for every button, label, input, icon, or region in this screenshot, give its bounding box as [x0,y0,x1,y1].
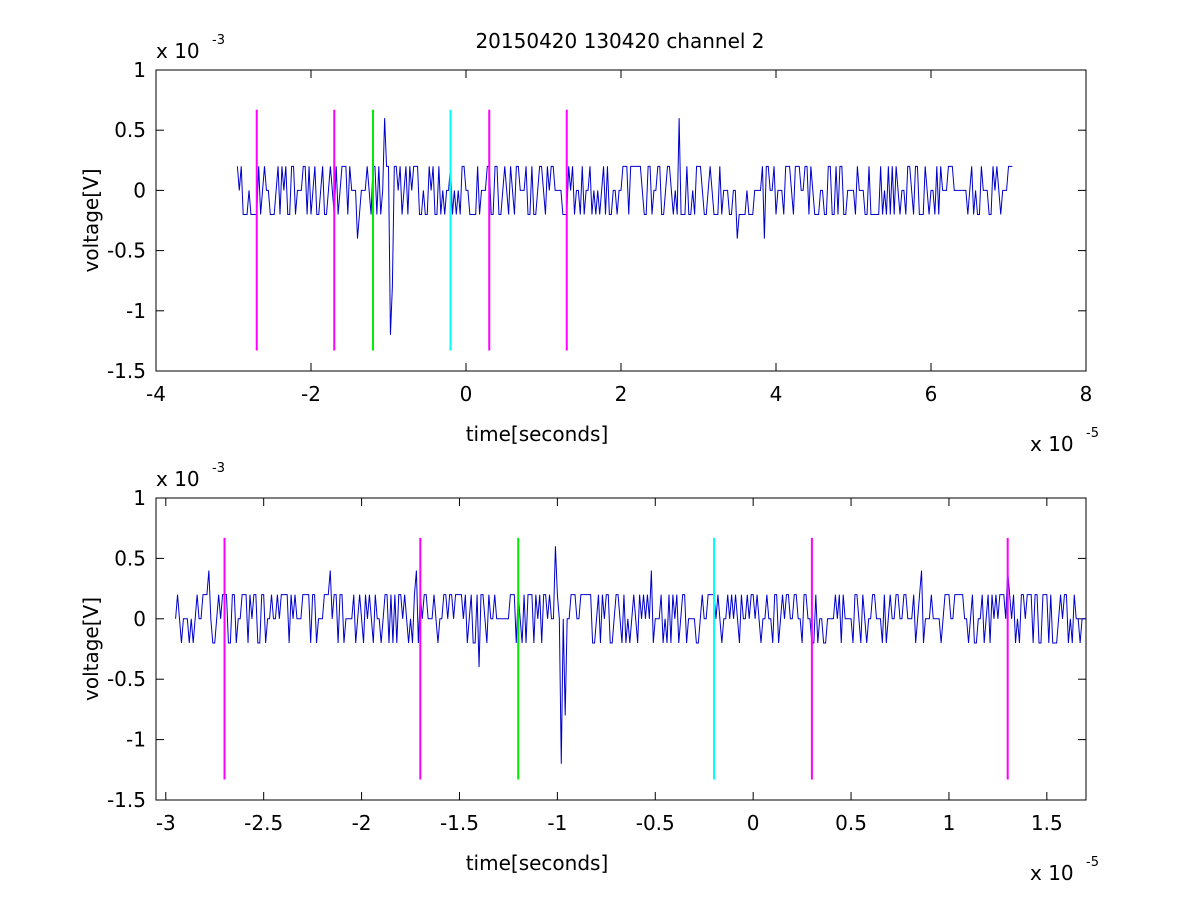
x-tick-label: -2.5 [244,811,283,835]
x-tick-label: -2 [301,382,321,406]
plot-bottom: -1.5 -1 -0.5 0 0.5 1 -3 -2.5 -2 -1.5 -1 -0.5 0 0.5 1 1.… [79,461,1099,885]
axes-box [155,69,1087,372]
x-tick-label: -1.5 [440,811,479,835]
y-tick-label: 0.5 [114,118,146,142]
x-tick-label: 8 [1080,382,1093,406]
y-scale-label: x 10 [156,39,200,63]
y-tick-label: -1.5 [107,359,146,383]
y-scale-exponent: -3 [212,33,225,48]
series-line [236,118,1013,335]
series-line [175,546,1086,764]
axes-box [155,497,1087,801]
x-tick-label: -1 [547,811,567,835]
y-tick-label: -1 [126,299,146,323]
chart-title: 20150420 130420 channel 2 [475,29,764,53]
x-tick-label: 0.5 [835,811,867,835]
y-tick-label: -0.5 [107,667,146,691]
y-axis-label: voltage[V] [79,597,103,701]
x-tick-label: 0 [747,811,760,835]
y-tick-label: -1 [126,728,146,752]
y-tick-label: 0 [133,178,146,202]
x-tick-label: -4 [146,382,166,406]
y-tick-label: 1 [133,486,146,510]
y-tick-label: 0.5 [114,546,146,570]
x-axis-label: time[seconds] [466,422,609,446]
x-tick-label: 2 [615,382,628,406]
x-tick-label: 6 [925,382,938,406]
y-axis-label: voltage[V] [79,168,103,272]
y-tick-label: 0 [133,607,146,631]
plot-top: -1.5 -1 -0.5 0 0.5 1 -4 -2 0 2 4 6 8 time[seconds] vol… [79,33,1099,456]
x-tick-label: -3 [156,811,176,835]
x-tick-label: 4 [770,382,783,406]
x-tick-label: -2 [352,811,372,835]
x-scale-label: x 10 [1030,432,1074,456]
x-scale-label: x 10 [1030,861,1074,885]
x-tick-label: -0.5 [636,811,675,835]
x-axis-label: time[seconds] [466,851,609,875]
x-tick-label: 1.5 [1031,811,1063,835]
x-tick-label: 0 [460,382,473,406]
x-scale-exponent: -5 [1086,426,1099,441]
x-scale-exponent: -5 [1086,855,1099,870]
y-tick-label: -0.5 [107,239,146,263]
x-tick-label: 1 [943,811,956,835]
y-tick-label: 1 [133,58,146,82]
y-tick-label: -1.5 [107,788,146,812]
y-scale-label: x 10 [156,467,200,491]
y-scale-exponent: -3 [212,461,225,476]
